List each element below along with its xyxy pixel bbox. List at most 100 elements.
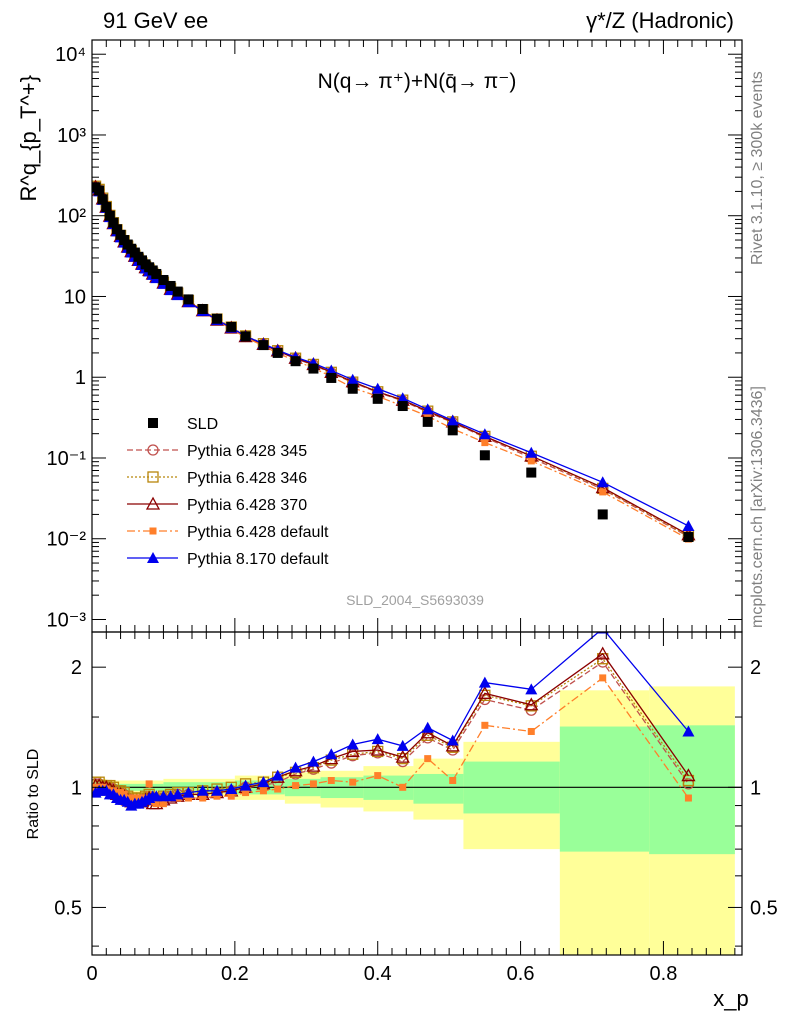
ratio-point-p8: [421, 721, 434, 733]
point-SLD: [326, 372, 337, 383]
main-y-tick-label: 10⁻³: [47, 609, 87, 631]
ratio-point-p8: [346, 738, 359, 750]
x-tick-label: 0.2: [221, 963, 249, 985]
ratio-y-tick-label: 0.5: [54, 897, 82, 919]
legend-label-p8: Pythia 8.170 default: [187, 551, 329, 568]
ratio-point-p6def: [349, 778, 357, 786]
ratio-y-tick-label: 1: [71, 777, 82, 799]
point-SLD: [479, 450, 490, 461]
point-SLD: [197, 303, 208, 314]
legend-marker-SLD: [148, 418, 158, 428]
legend-marker-p370: [145, 496, 161, 510]
legend-marker-p8: [147, 552, 159, 563]
header-right: γ*/Z (Hadronic): [586, 8, 734, 33]
ratio-point-p370: [477, 685, 492, 699]
ratio-point-p346: [525, 700, 537, 712]
point-SLD: [226, 321, 237, 332]
main-y-tick-label: 10: [64, 286, 86, 308]
x-tick-label: 0.8: [650, 963, 678, 985]
ratio-point-p370: [345, 744, 360, 758]
point-p8: [346, 373, 359, 385]
ratio-point-p6def: [309, 780, 317, 788]
point-SLD: [165, 280, 176, 291]
point-SLD: [172, 286, 183, 297]
point-p8: [325, 364, 338, 376]
ratio-point-p8: [196, 784, 209, 796]
ratio-point-p8: [225, 783, 238, 795]
point-p8: [596, 476, 609, 488]
ratio-point-p6def: [274, 785, 282, 793]
main-y-tick-label: 10⁻²: [47, 529, 87, 551]
point-SLD: [683, 532, 694, 543]
point-SLD: [151, 268, 162, 279]
point-SLD: [422, 416, 433, 427]
ratio-point-p6def: [259, 787, 267, 795]
point-p8: [446, 414, 459, 426]
point-SLD: [372, 393, 383, 404]
ratio-point-p6def: [599, 674, 607, 682]
main-y-tick-label: 10²: [57, 206, 86, 228]
ratio-y-tick-label-right: 1: [750, 777, 761, 799]
main-y-tick-label: 10³: [57, 125, 86, 147]
ratio-point-p8: [478, 676, 491, 688]
point-SLD: [308, 363, 319, 374]
legend-marker-p6def: [149, 527, 157, 535]
ratio-point-p6def: [127, 794, 135, 802]
point-SLD: [158, 274, 169, 285]
point-p6def: [599, 488, 607, 496]
ratio-point-p6def: [152, 800, 160, 808]
ratio-point-p370: [681, 768, 696, 782]
point-SLD: [97, 194, 108, 205]
ratio-point-p6def: [374, 772, 382, 780]
legend-marker-p346: [147, 471, 159, 483]
ratio-point-p8: [525, 683, 538, 695]
green-band: [559, 726, 650, 852]
ratio-point-p6def: [292, 782, 300, 790]
point-SLD: [397, 401, 408, 412]
point-SLD: [115, 229, 126, 240]
ratio-y-tick-label-right: 2: [750, 657, 761, 679]
ratio-frame: [91, 631, 743, 956]
point-p8: [682, 519, 695, 531]
rivet-version-label: Rivet 3.1.10, ≥ 300k events: [749, 71, 766, 265]
ratio-point-p6def: [145, 780, 153, 788]
x-axis-label: x_p: [713, 986, 748, 1011]
ratio-point-p6def: [449, 777, 457, 785]
point-p6def: [481, 439, 489, 447]
point-SLD: [104, 210, 115, 221]
ratio-point-p370: [524, 697, 539, 711]
x-tick-label: 0: [86, 963, 97, 985]
ratio-line-p346: [95, 657, 689, 799]
ratio-point-p6def: [227, 792, 235, 800]
point-SLD: [447, 425, 458, 436]
x-tick-label: 0.4: [364, 963, 392, 985]
ratio-point-p370: [370, 742, 385, 756]
point-p6def: [527, 457, 535, 465]
ratio-point-p8: [371, 733, 384, 745]
point-p8: [478, 428, 491, 440]
point-p8: [371, 382, 384, 394]
main-title: N(q→ π⁺)+N(q̄→ π⁻): [318, 70, 517, 93]
ratio-point-p6def: [684, 794, 692, 802]
main-y-tick-label: 1: [75, 367, 86, 389]
ratio-y-tick-label: 2: [71, 657, 82, 679]
mcplots-label: mcplots.cern.ch [arXiv:1306.3436]: [749, 386, 766, 628]
point-SLD: [183, 294, 194, 305]
ratio-point-p8: [396, 739, 409, 751]
legend-label-SLD: SLD: [187, 416, 218, 433]
ratio-y-axis-label: Ratio to SLD: [25, 749, 42, 840]
ratio-point-p8: [239, 779, 252, 791]
point-SLD: [108, 217, 119, 228]
ratio-point-p6def: [159, 800, 167, 808]
point-p8: [396, 392, 409, 404]
ratio-line-p345: [95, 661, 689, 801]
ratio-point-p6def: [481, 721, 489, 729]
legend-marker-p345: [147, 444, 159, 456]
green-band: [649, 725, 735, 855]
point-SLD: [240, 331, 251, 342]
ratio-point-p8: [271, 769, 284, 781]
ratio-point-p8: [289, 761, 302, 773]
point-SLD: [112, 224, 122, 235]
axes: 10⁻³ 10⁻² 10⁻¹ 1 10 10² 10³ 10⁴ 0 0.2 0.4 0.6 0.8 0.5…: [47, 40, 778, 985]
